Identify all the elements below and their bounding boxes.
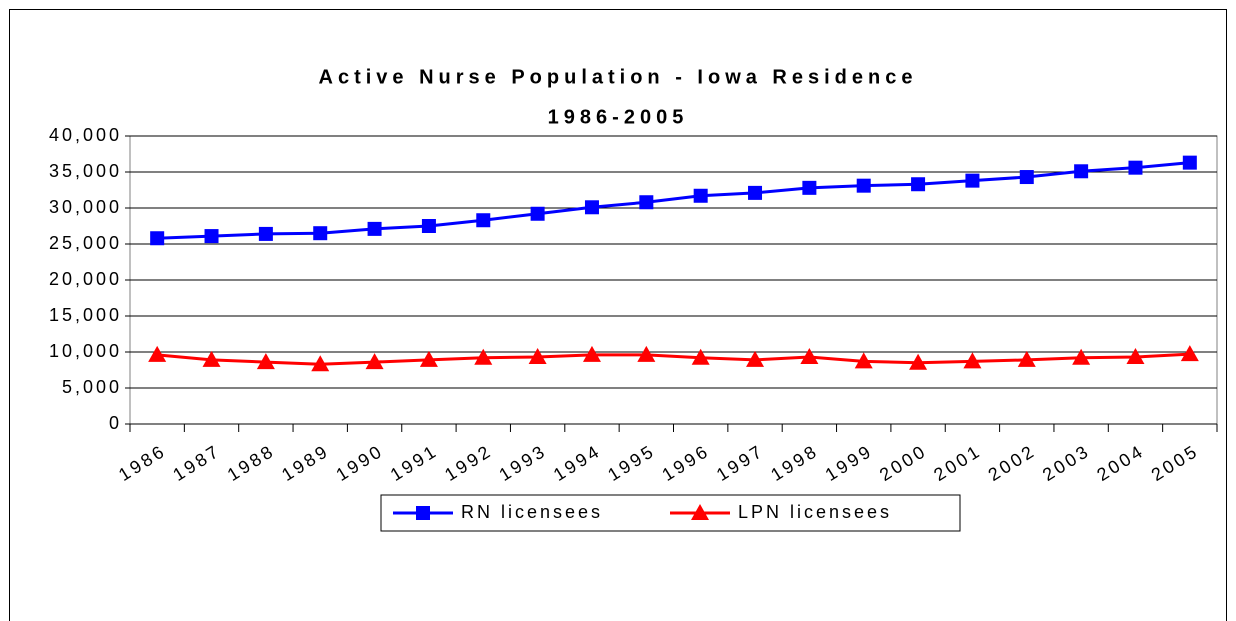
marker-triangle: [637, 345, 656, 362]
marker-triangle: [256, 353, 275, 370]
marker-square: [1074, 164, 1089, 179]
marker-square: [313, 226, 328, 241]
marker-triangle: [1072, 348, 1091, 365]
marker-square: [1019, 170, 1034, 185]
marker-square: [258, 226, 273, 241]
marker-square: [693, 188, 708, 203]
marker-triangle: [528, 348, 547, 365]
series-line: [157, 161, 1190, 240]
y-tick-label: 5,000: [62, 377, 122, 397]
marker-square: [150, 231, 165, 246]
y-tick-label: 40,000: [49, 125, 122, 145]
marker-square: [856, 178, 871, 193]
marker-triangle: [746, 350, 765, 367]
marker-square: [802, 180, 817, 195]
marker-square: [911, 177, 926, 192]
marker-triangle: [1017, 350, 1036, 367]
marker-square: [204, 229, 219, 244]
marker-triangle: [800, 348, 819, 365]
marker-square: [1182, 155, 1197, 170]
marker-square: [584, 200, 599, 215]
marker-triangle: [148, 345, 167, 362]
marker-triangle: [691, 348, 710, 365]
y-tick-label: 15,000: [49, 305, 122, 325]
marker-triangle: [202, 350, 221, 367]
marker-square: [416, 506, 430, 520]
y-tick-label: 30,000: [49, 197, 122, 217]
marker-square: [421, 219, 436, 233]
marker-square: [748, 185, 763, 200]
marker-triangle: [691, 504, 709, 520]
y-tick-label: 20,000: [49, 269, 122, 289]
marker-square: [965, 173, 980, 188]
marker-square: [1128, 160, 1143, 175]
marker-triangle: [1180, 345, 1199, 362]
marker-square: [639, 195, 654, 210]
marker-triangle: [474, 348, 493, 365]
y-tick-label: 25,000: [49, 233, 122, 253]
marker-triangle: [909, 353, 928, 370]
marker-square: [476, 213, 491, 228]
series-line: [157, 352, 1190, 366]
legend-label: RN licensees: [461, 502, 603, 522]
y-tick-label: 35,000: [49, 161, 122, 181]
marker-triangle: [582, 345, 601, 362]
chart-subtitle: 1986-2005: [548, 106, 689, 128]
marker-triangle: [419, 350, 438, 367]
marker-triangle: [1126, 348, 1145, 365]
marker-triangle: [365, 353, 384, 370]
y-tick-label: 10,000: [49, 341, 122, 361]
legend-label: LPN licensees: [738, 502, 892, 522]
marker-square: [530, 206, 545, 221]
marker-triangle: [963, 352, 982, 369]
marker-triangle: [854, 352, 873, 369]
chart-title: Active Nurse Population - Iowa Residence: [319, 66, 918, 88]
y-tick-label: 0: [109, 413, 122, 433]
marker-square: [367, 221, 382, 236]
marker-triangle: [311, 355, 330, 372]
